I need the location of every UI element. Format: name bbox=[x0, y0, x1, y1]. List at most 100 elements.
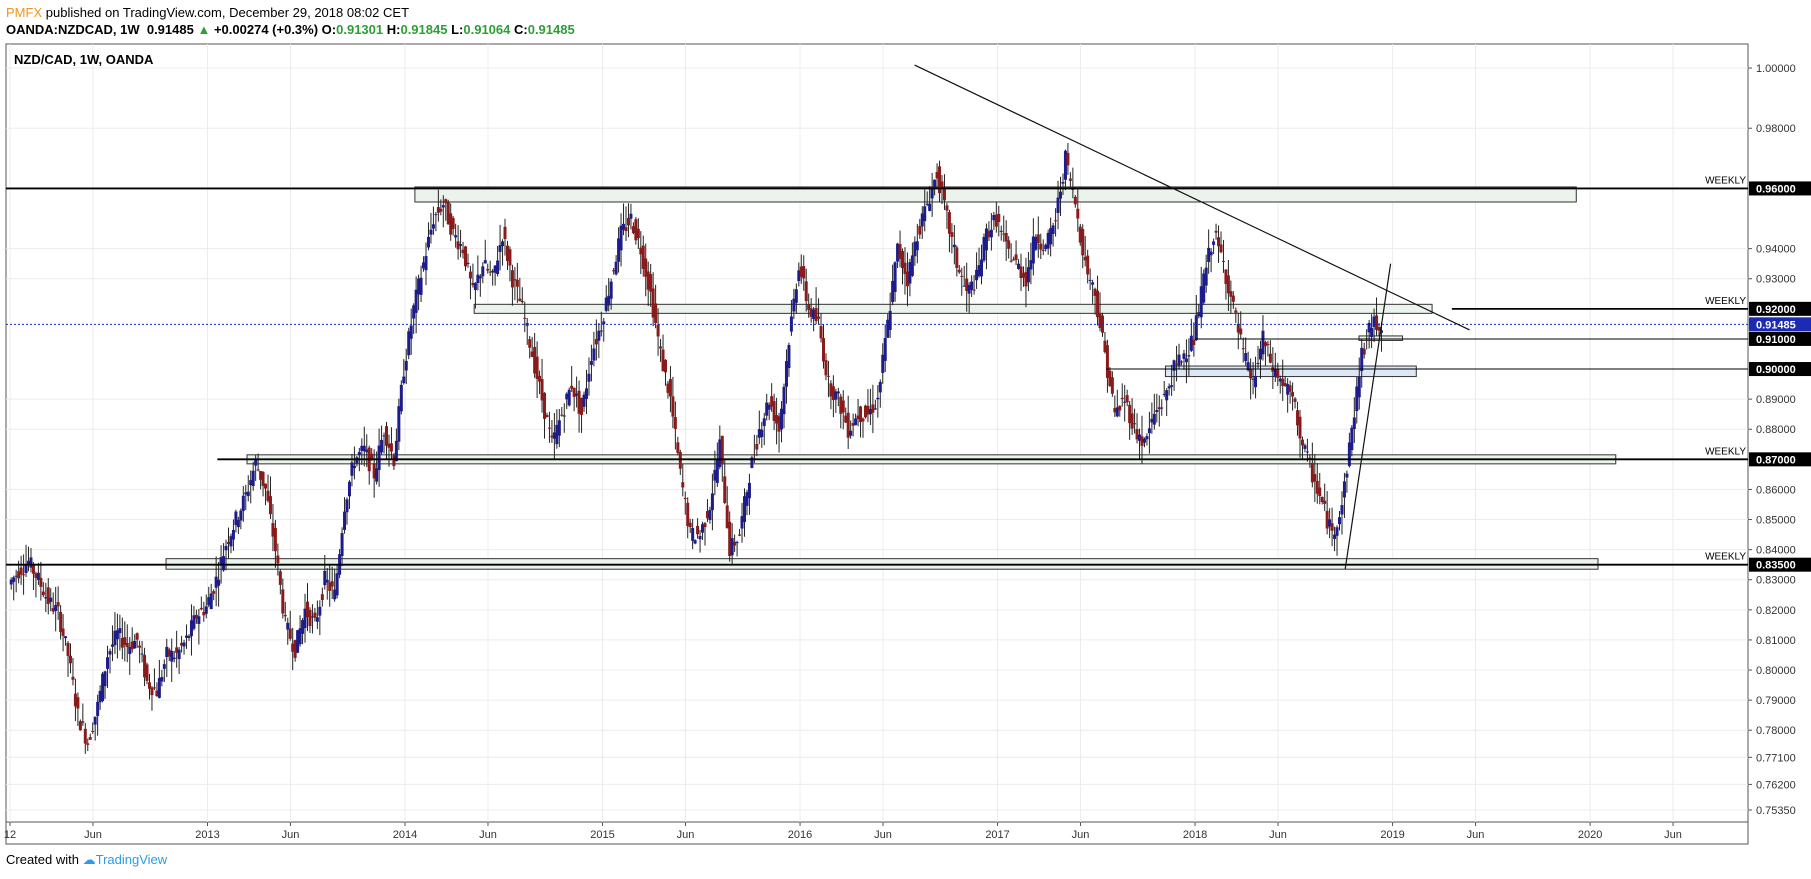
y-tick-label: 0.98000 bbox=[1756, 123, 1796, 135]
candle-body bbox=[592, 348, 596, 361]
candle-body bbox=[34, 573, 38, 578]
candle-body bbox=[1066, 152, 1070, 166]
candle-body bbox=[686, 502, 690, 527]
candle-body bbox=[170, 650, 174, 662]
candle-body bbox=[1167, 386, 1171, 389]
candle-body bbox=[747, 482, 751, 499]
candle-body bbox=[997, 213, 1001, 223]
candle-body bbox=[64, 636, 68, 639]
candle-body bbox=[1377, 327, 1381, 331]
candle-body bbox=[849, 430, 853, 436]
candle-body bbox=[960, 275, 964, 277]
weekly-tag: WEEKLY bbox=[1705, 552, 1746, 563]
candle-body bbox=[276, 555, 280, 564]
candle-body bbox=[273, 527, 277, 552]
candle-body bbox=[236, 519, 240, 528]
candle-body bbox=[212, 591, 216, 594]
y-tick-label: 0.85000 bbox=[1756, 515, 1796, 527]
candle-body bbox=[1123, 401, 1127, 403]
candle-body bbox=[955, 247, 959, 268]
candle-body bbox=[1362, 348, 1366, 355]
candle-body bbox=[839, 396, 843, 414]
y-tick-label: 0.89000 bbox=[1756, 394, 1796, 406]
candle-body bbox=[357, 452, 361, 455]
candle-body bbox=[473, 283, 477, 290]
candle-body bbox=[1177, 354, 1181, 366]
candle-body bbox=[570, 385, 574, 389]
candle-body bbox=[436, 207, 440, 213]
candle-body bbox=[868, 409, 872, 415]
candle-body bbox=[1133, 423, 1137, 425]
candle-body bbox=[1056, 197, 1060, 213]
candle-body bbox=[1221, 260, 1225, 262]
candle-body bbox=[222, 556, 226, 571]
low-value: 0.91064 bbox=[463, 22, 511, 37]
candle-body bbox=[150, 687, 154, 696]
candle-body bbox=[575, 393, 579, 396]
candle-body bbox=[972, 289, 976, 291]
candle-body bbox=[617, 238, 621, 262]
candle-body bbox=[893, 262, 897, 292]
candle-body bbox=[78, 721, 82, 731]
candle-body bbox=[1207, 247, 1211, 263]
candle-body bbox=[27, 560, 31, 566]
price-level-tag bbox=[1749, 301, 1811, 316]
candle-body bbox=[1241, 348, 1245, 350]
chart-title: NZD/CAD, 1W, OANDA bbox=[14, 52, 154, 67]
candle-body bbox=[101, 673, 105, 701]
candle-body bbox=[343, 511, 347, 530]
candle-body bbox=[659, 346, 663, 349]
candle-body bbox=[189, 620, 193, 637]
candle-body bbox=[602, 321, 606, 325]
candle-body bbox=[476, 274, 480, 284]
support-resistance-zone bbox=[414, 186, 1577, 203]
candle-body bbox=[1370, 327, 1374, 337]
candle-body bbox=[226, 541, 230, 545]
candle-body bbox=[1068, 178, 1072, 181]
candle-body bbox=[347, 481, 351, 497]
candle-body bbox=[387, 443, 391, 448]
candle-body bbox=[461, 249, 465, 254]
candle-body bbox=[283, 615, 287, 617]
candle-body bbox=[93, 716, 97, 725]
candle-body bbox=[362, 445, 366, 452]
candle-body bbox=[389, 443, 393, 452]
candle-body bbox=[530, 351, 534, 357]
candle-body bbox=[742, 496, 746, 523]
candle-body bbox=[298, 628, 302, 645]
candle-body bbox=[1152, 413, 1156, 425]
candle-body bbox=[513, 279, 517, 281]
candle-body bbox=[666, 383, 670, 393]
candle-body bbox=[446, 202, 450, 225]
candle-body bbox=[1342, 481, 1346, 498]
publisher-name[interactable]: PMFX bbox=[6, 5, 43, 20]
candle-body bbox=[508, 249, 512, 266]
candle-body bbox=[550, 435, 554, 438]
candle-body bbox=[288, 628, 292, 639]
candle-body bbox=[1197, 312, 1201, 317]
candle-body bbox=[108, 651, 112, 655]
candle-body bbox=[1051, 225, 1055, 234]
candle-body bbox=[1049, 228, 1053, 245]
candle-body bbox=[871, 404, 875, 413]
candle-body bbox=[81, 721, 85, 723]
y-tick-label: 0.76200 bbox=[1756, 779, 1796, 791]
candle-body bbox=[49, 597, 53, 602]
candle-body bbox=[1328, 519, 1332, 527]
low-label: L: bbox=[451, 22, 464, 37]
support-resistance-zone bbox=[1358, 335, 1403, 341]
candle-body bbox=[1291, 392, 1295, 397]
candle-body bbox=[219, 557, 223, 565]
candle-body bbox=[1251, 378, 1255, 380]
tradingview-link[interactable]: TradingView bbox=[95, 852, 168, 867]
candle-body bbox=[303, 608, 307, 629]
candle-body bbox=[967, 284, 971, 294]
x-tick-label: Jun bbox=[1269, 829, 1287, 841]
candle-body bbox=[1199, 286, 1203, 318]
candle-body bbox=[881, 354, 885, 373]
candle-body bbox=[1263, 342, 1267, 347]
candle-body bbox=[404, 360, 408, 371]
candle-body bbox=[1261, 330, 1265, 355]
candle-body bbox=[244, 492, 248, 495]
